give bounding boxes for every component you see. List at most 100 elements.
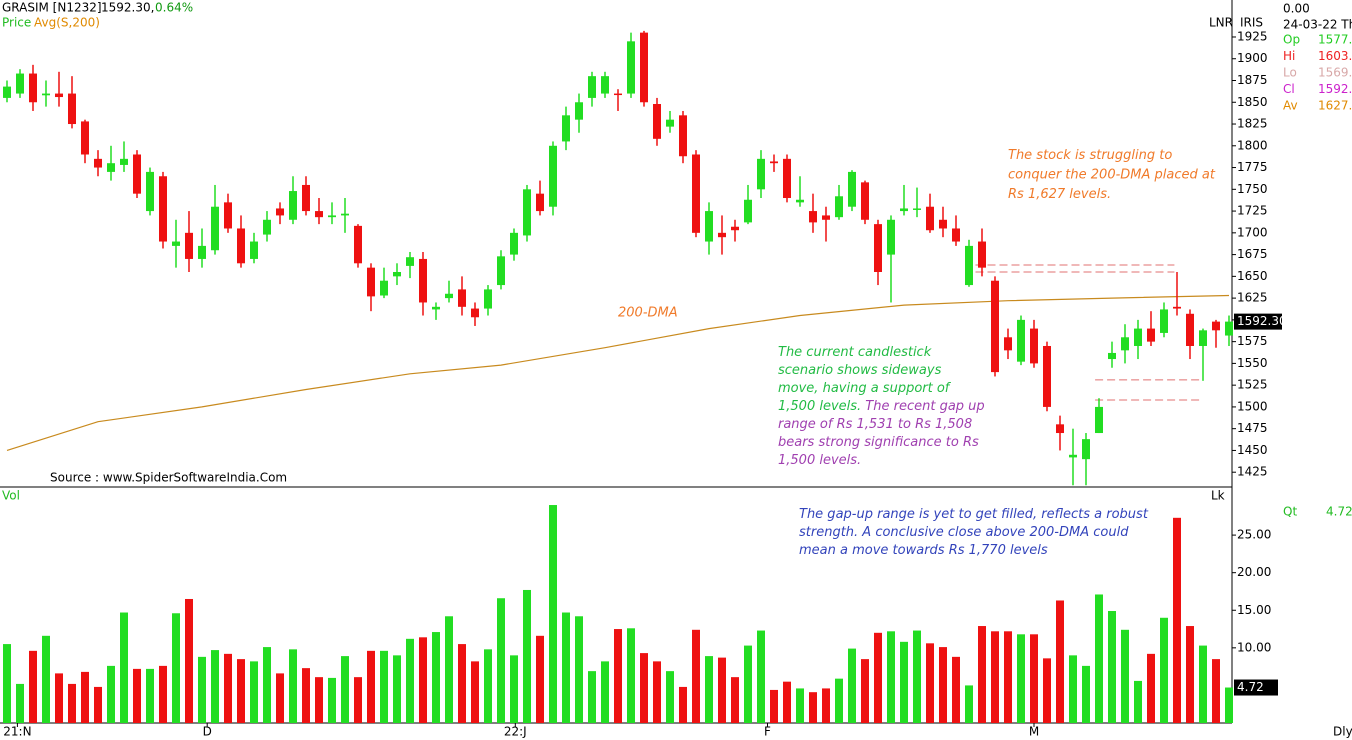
price: 1592.30, (101, 1, 154, 15)
volume-bar (211, 650, 219, 723)
volume-bar (627, 628, 635, 723)
volume-bar (328, 677, 336, 723)
volume-bar (276, 673, 284, 723)
annotation-part: The current candlestick (778, 345, 932, 360)
info-value: 1603.90 (1318, 49, 1352, 63)
candle-body (965, 245, 973, 286)
volume-bar (1030, 634, 1038, 723)
volume-bar (1108, 611, 1116, 723)
volume-side: Lk (1211, 489, 1225, 503)
y-tick-label: 1675 (1237, 247, 1268, 261)
candle-body (341, 213, 349, 216)
v-tick-label: 10.00 (1237, 640, 1271, 654)
candle-body (1082, 439, 1090, 460)
annotation-part: Rs 1,627 levels. (1008, 187, 1111, 202)
volume-bar (536, 635, 544, 723)
candle-body (770, 161, 778, 164)
candle-body (289, 191, 297, 220)
volume-bar (289, 649, 297, 723)
volume-bar (419, 637, 427, 723)
v-tick-label: 25.00 (1237, 528, 1271, 542)
volume-bar (575, 616, 583, 723)
annotation-part: The recent gap up (861, 399, 985, 414)
info-value: 1627.51 (1318, 99, 1352, 113)
candle-body (94, 158, 102, 168)
last-price: 1592.30 (1237, 314, 1287, 328)
annotation-part: 1,500 levels. (778, 453, 861, 468)
candle-body (419, 258, 427, 303)
candle-body (445, 293, 453, 299)
volume-bar (861, 659, 869, 723)
candle-body (16, 73, 24, 94)
candle-body (874, 224, 882, 273)
volume-bar (1056, 600, 1064, 723)
x-tick-label: 22:J (504, 725, 527, 739)
y-tick-label: 1700 (1237, 225, 1268, 239)
volume-bar (1186, 626, 1194, 723)
candle-body (1043, 345, 1051, 407)
volume-bar (1043, 658, 1051, 723)
volume-bar (796, 688, 804, 723)
candle-body (471, 308, 479, 318)
volume-bar (1004, 631, 1012, 723)
candle-body (588, 76, 596, 98)
candle-body (497, 256, 505, 286)
info-label: Cl (1283, 82, 1295, 96)
annotation: mean a move towards Rs 1,770 levels (799, 543, 1048, 558)
change: 0.64% (155, 1, 193, 15)
candle-body (549, 145, 557, 207)
candle-body (978, 241, 986, 268)
info-top: 0.00 (1283, 2, 1310, 16)
candle-body (224, 202, 232, 229)
candle-body (705, 211, 713, 242)
y-tick-label: 1525 (1237, 378, 1268, 392)
candle-body (757, 158, 765, 190)
annotation: scenario shows sideways (778, 363, 942, 378)
volume-bar (952, 656, 960, 723)
volume-bar (965, 685, 973, 723)
candle-body (887, 219, 895, 255)
volume-bar (783, 681, 791, 723)
volume-bar (237, 659, 245, 723)
candle-body (172, 241, 180, 246)
volume-bar (1082, 665, 1090, 723)
candle-body (575, 102, 583, 120)
candle-body (133, 154, 141, 194)
volume-bar (367, 650, 375, 723)
volume-bar (510, 655, 518, 723)
y-tick-label: 1900 (1237, 51, 1268, 65)
candle-body (1186, 313, 1194, 346)
candle-body (302, 184, 310, 212)
candle-body (354, 225, 362, 264)
candle-body (3, 86, 11, 98)
volume-bar (705, 656, 713, 723)
annotation-part: strength. A conclusive close above 200-D… (799, 525, 1129, 540)
volume-bar (94, 686, 102, 723)
y-tick-label: 1750 (1237, 182, 1268, 196)
volume-bar (640, 653, 648, 723)
volume-bar (1069, 655, 1077, 723)
info-label: Op (1283, 33, 1300, 47)
annotation: 1,500 levels. The recent gap up (778, 399, 985, 414)
candle-body (796, 199, 804, 203)
candle-body (861, 182, 869, 220)
y-tick-label: 1850 (1237, 95, 1268, 109)
y-tick-label: 1925 (1237, 29, 1268, 43)
info-date: 24-03-22 Th (1283, 18, 1352, 32)
volume-bar (341, 656, 349, 723)
volume-bar (380, 650, 388, 723)
candle-body (237, 228, 245, 264)
volume-bar (1095, 594, 1103, 723)
volume-bar (198, 656, 206, 723)
info-label: Hi (1283, 49, 1295, 63)
volume-bar (3, 644, 11, 723)
volume-bar (133, 668, 141, 723)
candle-body (185, 232, 193, 259)
info-label: Lo (1283, 66, 1297, 80)
volume-bar (601, 661, 609, 723)
qt-value: 4.72 (1326, 505, 1352, 519)
y-tick-label: 1650 (1237, 269, 1268, 283)
volume-bar (159, 665, 167, 723)
candle-body (146, 171, 154, 212)
annotation: conquer the 200-DMA placed at (1008, 167, 1216, 182)
